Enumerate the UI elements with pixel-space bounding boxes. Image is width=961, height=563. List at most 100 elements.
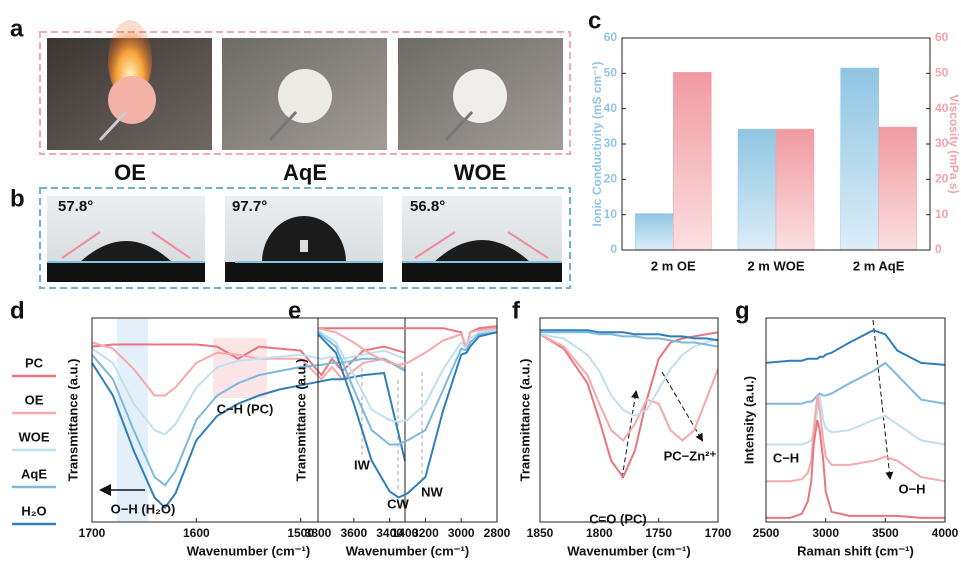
y-tick-label: 50 (604, 66, 618, 80)
annotation: O−H (898, 481, 925, 496)
y2-tick-label: 50 (935, 66, 949, 80)
x-tick-label: 3800 (305, 526, 332, 540)
contact-angle-oe (47, 196, 205, 282)
x-tick-label: 1800 (586, 526, 613, 540)
spectrum-line (766, 419, 945, 519)
y2-axis-title: Viscosity (mPa s) (947, 94, 961, 193)
bar (673, 72, 712, 251)
y2-tick-label: 40 (935, 101, 949, 115)
y2-tick-label: 0 (935, 242, 942, 256)
panel-letter: g (735, 297, 750, 324)
spectrum-line (766, 395, 946, 483)
panel-letter: a (10, 15, 24, 42)
x-tick-label: 1400 (392, 526, 419, 540)
angle-frame (39, 187, 571, 289)
x-tick-label: 3500 (872, 526, 899, 540)
annotation: C=O (PC) (589, 511, 646, 526)
photo-woe (398, 38, 563, 150)
arrow (872, 319, 894, 480)
legend-label: PC (25, 355, 44, 370)
spectrum-line (317, 329, 498, 424)
y-tick-label: 60 (604, 30, 618, 44)
x-axis-title: Wavenumber (cm⁻¹) (567, 543, 690, 558)
panel-letter: f (512, 297, 521, 324)
x-tick-label: 1600 (183, 526, 210, 540)
x-tick-label: 3400 (376, 526, 403, 540)
x-axis-title: Raman shift (cm⁻¹) (797, 543, 914, 558)
sample-label: WOE (454, 160, 507, 185)
x-tick-label: 1500 (287, 526, 314, 540)
y-axis-title: Transmittance (a.u.) (517, 359, 532, 482)
y2-tick-label: 30 (935, 136, 949, 150)
spectrum-line (766, 361, 946, 405)
spectrum-line (317, 327, 498, 366)
y2-tick-label: 20 (935, 172, 949, 186)
x-tick-label: 3200 (412, 526, 439, 540)
panel-letter: d (10, 297, 25, 324)
annotation: O−H (H₂O) (111, 501, 176, 516)
x-tick-label: 2 m AqE (853, 258, 905, 273)
annotation: PC−Zn²⁺ (664, 448, 717, 463)
photo-oe (47, 20, 212, 150)
sample-label: AqE (283, 160, 327, 185)
spectrum-line (766, 395, 946, 446)
spectrum-line (540, 331, 719, 348)
bar (840, 67, 879, 251)
plot-frame (765, 317, 946, 523)
annotation: CW (387, 496, 409, 511)
x-tick-label: 2 m WOE (747, 258, 804, 273)
annotation: NW (421, 484, 443, 499)
x-tick-label: 1700 (705, 526, 732, 540)
spectrum-line (91, 347, 406, 436)
x-tick-label: 2500 (753, 526, 780, 540)
y2-tick-label: 60 (935, 30, 949, 44)
bar (635, 213, 674, 251)
angle-label: 97.7° (232, 198, 267, 215)
arrow (661, 371, 704, 442)
x-tick-label: 4000 (932, 526, 959, 540)
sample-label: OE (114, 160, 146, 185)
legend-label: H₂O (21, 503, 46, 518)
x-tick-label: 3000 (448, 526, 475, 540)
y2-tick-label: 10 (935, 207, 949, 221)
photo-aqe (222, 38, 387, 150)
x-tick-label: 2 m OE (651, 258, 696, 273)
y-tick-label: 30 (604, 136, 618, 150)
x-axis-title: Wavenumber (cm⁻¹) (187, 543, 310, 558)
contact-angle-aqe (225, 196, 383, 282)
x-tick-label: 3000 (812, 526, 839, 540)
y-tick-label: 20 (604, 172, 618, 186)
spectrum-line (91, 343, 406, 377)
annotation: C−H (PC) (217, 401, 274, 416)
spectrum-line (317, 331, 498, 446)
y-tick-label: 40 (604, 101, 618, 115)
bar (775, 128, 815, 251)
y-axis-title: Intensity (a.u.) (741, 376, 756, 464)
y-axis-title: Transmittance (a.u.) (293, 359, 308, 482)
y-axis-title: Transmittance (a.u.) (65, 359, 80, 482)
x-axis-title: Wavenumber (cm⁻¹) (346, 543, 469, 558)
angle-label: 57.8° (58, 198, 93, 215)
angle-label: 56.8° (410, 198, 445, 215)
bar (878, 126, 917, 251)
photo-frame (39, 31, 571, 155)
plot-frame (539, 317, 719, 523)
x-tick-label: 1700 (79, 526, 106, 540)
plot-frame (317, 317, 498, 523)
legend-label: AqE (21, 466, 47, 481)
arrow (621, 390, 639, 479)
panel-letter: b (10, 185, 25, 212)
spectrum-line (317, 331, 498, 499)
x-tick-label: 1850 (527, 526, 554, 540)
spectrum-line (539, 333, 719, 442)
y-axis-title: Ionic Conductivity (mS cm⁻¹) (590, 61, 604, 226)
annotation: IW (354, 457, 371, 472)
contact-angle-woe (402, 196, 562, 282)
bar (737, 128, 777, 251)
panel-letter: c (588, 7, 601, 34)
x-tick-label: 1750 (645, 526, 672, 540)
legend-label: OE (25, 392, 44, 407)
legend-label: WOE (18, 429, 49, 444)
